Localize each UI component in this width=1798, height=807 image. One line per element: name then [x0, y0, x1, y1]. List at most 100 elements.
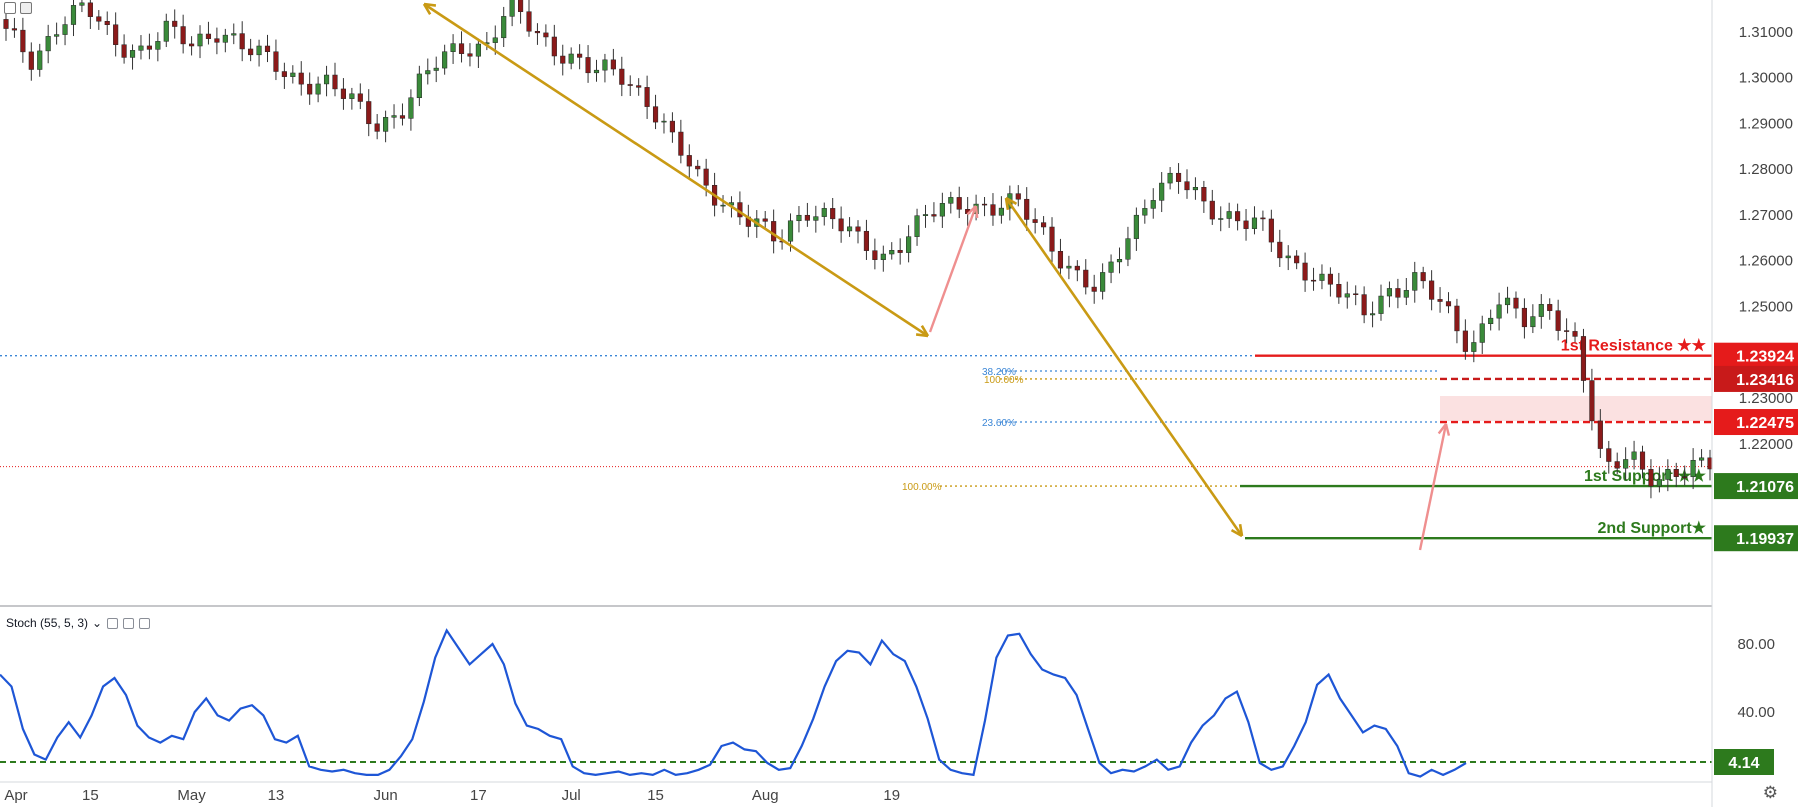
- candle-body: [1504, 297, 1511, 306]
- x-tick-label: 13: [268, 787, 285, 804]
- candle-body: [1175, 172, 1182, 182]
- candle-body: [1454, 305, 1460, 332]
- level-price-labels: 1.23924 1.23416 1.22475 1.21076 1.19937: [1714, 342, 1798, 552]
- candle-body: [1310, 279, 1317, 282]
- candle-body: [129, 50, 136, 58]
- candle-body: [96, 16, 102, 22]
- candle-body: [610, 59, 616, 70]
- level-price-text: 1.22475: [1736, 415, 1794, 432]
- candle-body: [1125, 238, 1131, 260]
- y-tick-label: 1.30000: [1739, 70, 1793, 87]
- collapse-pane-icon[interactable]: [4, 2, 16, 14]
- price-pane[interactable]: 38.20%100.00%23.60%100.00% 1st Resistanc…: [0, 0, 1713, 551]
- time-axis[interactable]: Apr 15 May 13 Jun 17 Jul 15 Aug 19: [0, 781, 1712, 804]
- candle-body: [652, 106, 659, 123]
- candle-body: [889, 250, 895, 255]
- candle-body: [1580, 336, 1587, 381]
- candle-body: [1268, 218, 1274, 243]
- candle-body: [636, 85, 642, 88]
- candle-body: [1378, 295, 1384, 314]
- candle-body: [1344, 293, 1350, 298]
- candle-body: [1462, 330, 1468, 352]
- candle-body: [475, 43, 481, 57]
- gear-icon[interactable]: ⚙: [1762, 783, 1778, 802]
- candle-body: [669, 120, 675, 133]
- candle-body: [1032, 219, 1038, 223]
- arrow-head: [1238, 523, 1244, 537]
- candle-body: [543, 32, 549, 38]
- candle-body: [1614, 461, 1620, 469]
- eye-icon[interactable]: [107, 617, 119, 629]
- close-icon[interactable]: [139, 617, 151, 629]
- x-tick-label: 15: [647, 787, 664, 804]
- stochastic-pane[interactable]: [0, 628, 1712, 778]
- trend-arrow: [928, 205, 978, 333]
- candle-body: [948, 197, 954, 204]
- candle-body: [307, 83, 313, 95]
- candle-body: [340, 88, 346, 99]
- candle-body: [1167, 172, 1173, 184]
- candle-body: [762, 218, 768, 222]
- candle-body: [425, 70, 431, 75]
- time-axis-ticks: Apr 15 May 13 Jun 17 Jul 15 Aug 19: [4, 787, 900, 804]
- fib-label: 100.00%: [902, 482, 942, 493]
- candle-body: [1209, 200, 1215, 220]
- candle-body: [602, 59, 608, 71]
- candle-body: [256, 45, 262, 56]
- candle-body: [804, 214, 810, 221]
- candle-body: [467, 53, 473, 57]
- candle-body: [1665, 468, 1671, 480]
- arrow-head: [974, 205, 979, 219]
- candle-body: [644, 87, 650, 107]
- candle-body: [1218, 218, 1224, 220]
- candle-body: [357, 93, 363, 102]
- candle-body: [146, 45, 152, 50]
- oversold-value-text: 4.14: [1728, 755, 1759, 772]
- level-price-box: [1714, 473, 1798, 500]
- candle-body: [931, 214, 937, 217]
- candle-body: [534, 30, 541, 34]
- arrow-head: [1005, 196, 1018, 206]
- candle-body: [686, 155, 692, 167]
- arrow-head: [1444, 423, 1451, 436]
- candle-body: [37, 50, 43, 70]
- candle-body: [914, 215, 920, 237]
- candle-body: [1260, 217, 1266, 220]
- candle-body: [1403, 290, 1409, 298]
- y-tick-label: 1.27000: [1739, 207, 1793, 224]
- candle-body: [104, 21, 110, 25]
- trend-arrow: [1418, 423, 1448, 551]
- candle-body: [1488, 317, 1494, 324]
- candle-body: [442, 51, 448, 69]
- candle-body: [1479, 323, 1485, 343]
- candle-body: [298, 72, 304, 85]
- candle-body: [981, 203, 988, 206]
- arrow-head: [915, 333, 929, 338]
- candle-body: [3, 19, 9, 29]
- pane-toggle-icon[interactable]: [20, 2, 32, 14]
- candle-body: [821, 208, 827, 217]
- candle-body: [273, 51, 279, 72]
- candle-body: [1049, 226, 1055, 252]
- candle-body: [1673, 468, 1679, 477]
- price-axis[interactable]: 1.31000 1.30000 1.29000 1.28000 1.27000 1.260…: [1711, 0, 1798, 807]
- candle-body: [315, 83, 321, 95]
- level-price-text: 1.23416: [1736, 372, 1794, 389]
- candle-body: [113, 24, 119, 45]
- settings-icon[interactable]: [123, 617, 135, 629]
- candle-body: [1116, 259, 1123, 263]
- level-label: 1st Resistance ★★: [1561, 338, 1707, 355]
- level-price-text: 1.19937: [1736, 531, 1794, 548]
- candle-body: [416, 73, 422, 99]
- chevron-down-icon[interactable]: ⌄: [92, 616, 103, 630]
- candle-body: [1057, 251, 1064, 269]
- candle-body: [1015, 193, 1021, 200]
- fib-label: 38.20%: [982, 367, 1016, 378]
- stoch-tick-label: 80.00: [1737, 636, 1775, 653]
- candle-body: [180, 26, 186, 45]
- level-price-box: [1714, 365, 1798, 392]
- candle-body: [205, 33, 212, 39]
- candle-body: [1471, 342, 1477, 352]
- candle-body: [787, 220, 794, 242]
